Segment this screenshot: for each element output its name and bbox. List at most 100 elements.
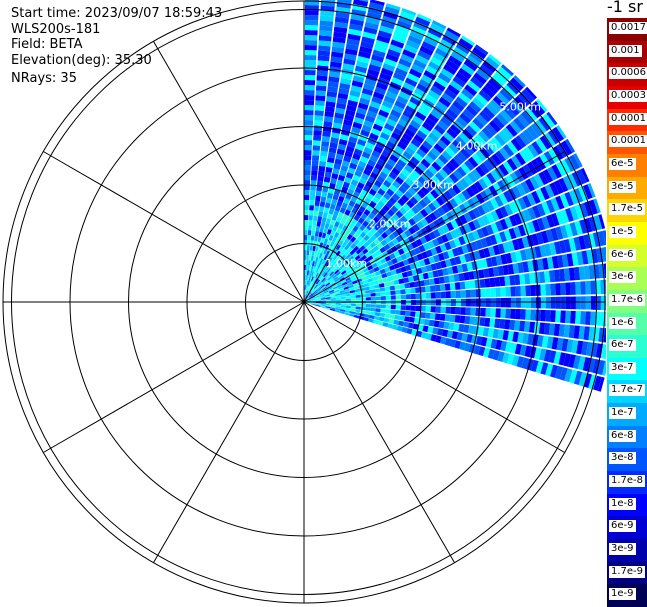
ray-gate [377,188,386,196]
ray-gate [312,266,316,272]
ray-gate [469,183,480,195]
ray-gate [340,254,346,261]
ray-gate [564,223,574,238]
ray-gate [441,203,450,214]
ray-gate [432,238,440,247]
ray-gate [332,267,338,273]
ray-gate [308,260,311,266]
ray-gate [566,253,574,267]
ray-gate [446,221,455,232]
ray-gate [372,319,379,325]
ray-gate [444,314,451,322]
ray-gate [515,152,526,166]
ray-gate [375,39,389,49]
ray-gate [304,5,319,11]
ray-gate [466,262,474,272]
ray-gate [369,132,379,141]
ray-gate [396,325,403,332]
ray-gate [416,13,432,23]
ray-gate [344,53,357,61]
ray-gate [334,309,340,313]
ray-gate [478,89,492,102]
ray-gate [305,296,309,301]
ray-gate [393,319,400,326]
ray-gate [339,267,345,273]
ray-gate [308,270,311,276]
ray-gate [579,219,588,234]
ray-gate [434,186,444,196]
ray-gate [310,265,314,272]
ray-gate [495,339,503,351]
ray-gate [315,246,319,252]
ray-gate [306,291,310,296]
ray-gate [320,276,325,282]
ray-gate [332,36,346,44]
ray-gate [370,227,377,235]
ray-gate [383,10,399,20]
ray-gate [551,255,559,269]
ray-gate [563,239,572,253]
ray-gate [323,227,328,234]
ray-gate [365,142,375,150]
ray-gate [580,281,586,295]
colorbar-level: 6e-6 [607,244,647,268]
ray-gate [473,345,481,355]
ray-gate [415,54,429,65]
ray-gate [391,213,400,222]
ray-gate [550,212,560,227]
ray-gate [327,156,335,164]
ray-gate [407,124,419,134]
ray-gate [383,212,392,221]
ray-gate [400,194,410,203]
ray-gate [460,290,466,298]
ray-gate [310,190,316,196]
ray-gate [304,85,315,91]
ray-gate [463,324,470,334]
ray-gate [568,154,580,170]
ray-gate [361,172,370,181]
ray-gate [368,63,381,73]
ray-gate [325,282,331,287]
ray-gate [304,10,319,16]
ray-gate [449,158,460,169]
ray-gate [304,105,314,111]
ray-gate [329,182,336,190]
ray-gate [340,305,346,308]
ray-gate [528,321,536,333]
ray-gate [494,70,509,84]
ray-gate [428,132,440,143]
ray-gate [538,322,546,335]
ray-gate [331,51,344,59]
ray-gate [308,280,311,286]
ray-gate [563,268,571,282]
ray-gate [483,143,495,156]
ray-gate [428,212,438,222]
ray-gate [334,221,340,228]
ray-gate [380,295,386,300]
ray-gate [545,363,554,377]
colorbar-level-label: 1.7e-5 [609,203,646,216]
ray-gate [479,317,486,327]
ray-gate [417,50,432,61]
ray-gate [456,116,468,128]
ray-gate [304,260,307,266]
ray-gate [570,281,576,295]
ray-gate [443,63,457,76]
ray-gate [415,202,424,212]
ray-gate [354,254,361,261]
ray-gate [459,178,470,189]
ray-gate [327,213,333,220]
ray-gate [486,172,497,185]
ray-gate [321,0,336,2]
ray-gate [463,212,473,223]
ray-gate [409,119,421,130]
ray-gate [525,297,531,309]
ray-gate [314,115,324,121]
ray-gate [363,26,378,35]
ray-gate [506,141,519,155]
ray-gate [384,266,391,273]
ray-gate [304,50,317,56]
ray-gate [373,145,383,154]
ray-gate [312,276,316,282]
ray-gate [350,236,357,243]
